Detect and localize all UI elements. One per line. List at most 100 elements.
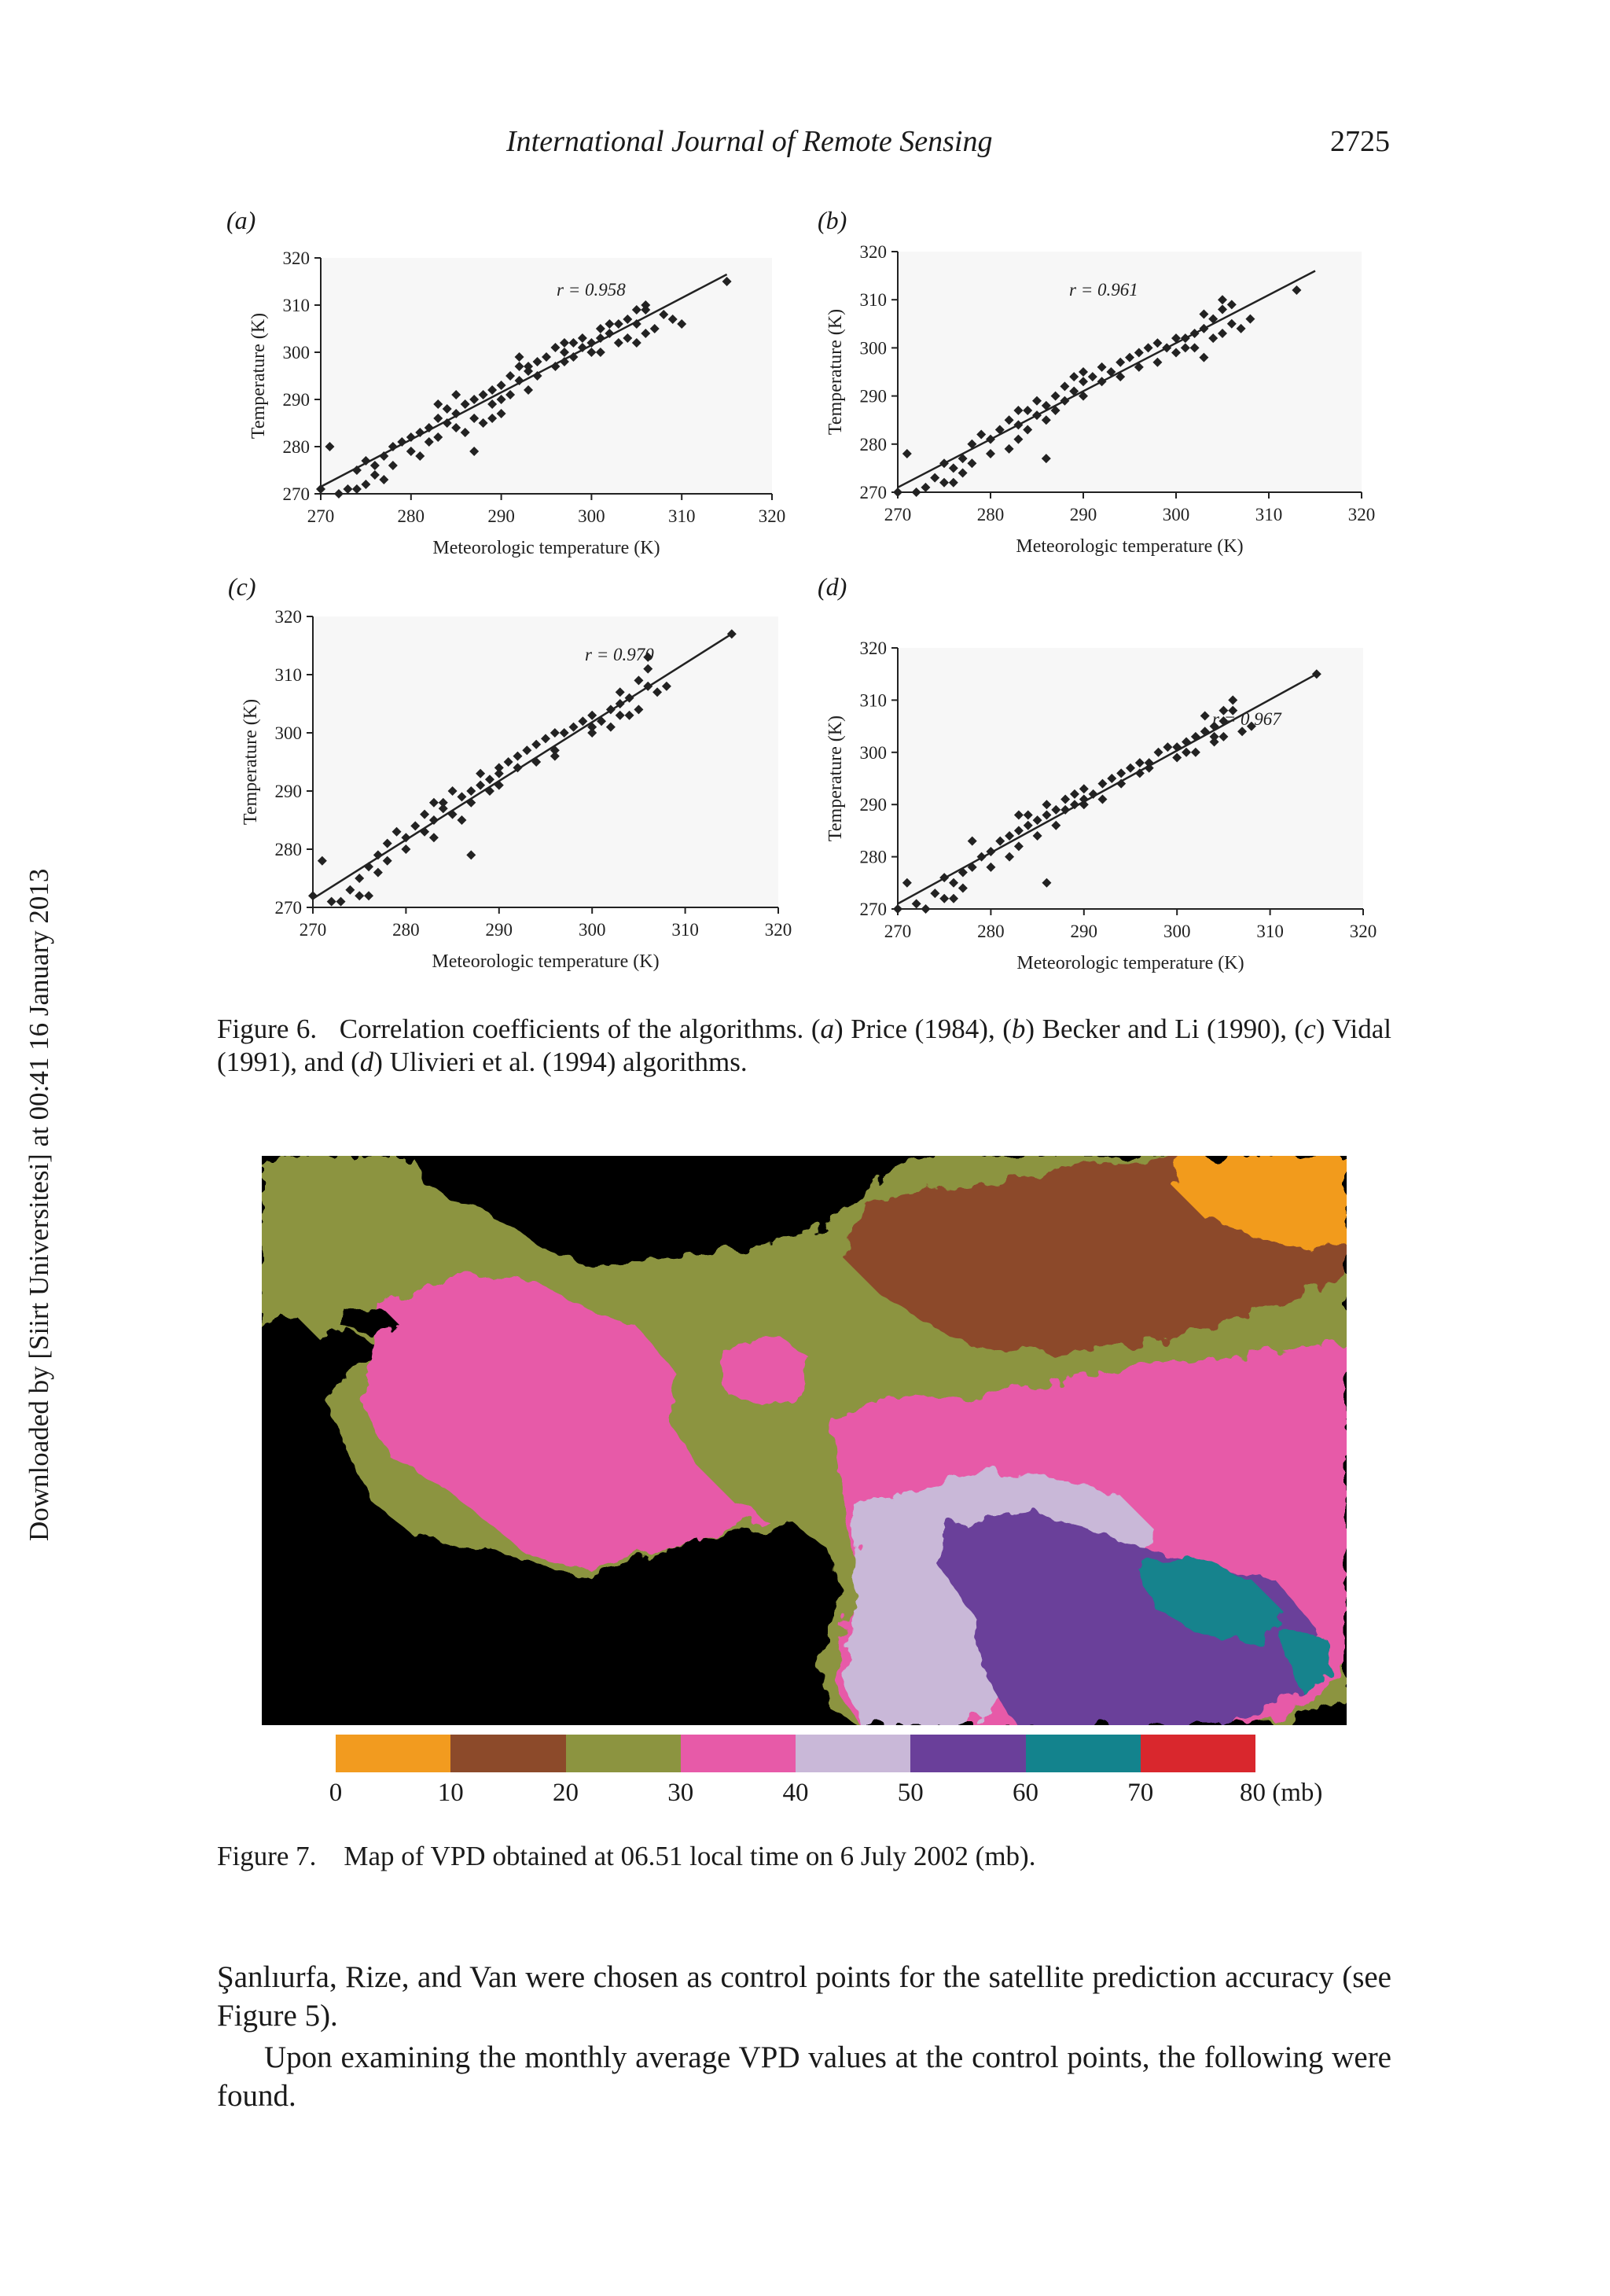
data-point — [613, 319, 623, 329]
correlation-annotation: r = 0.967 — [1212, 709, 1282, 729]
data-point — [1041, 454, 1051, 464]
data-point — [415, 451, 425, 461]
x-axis-label: Meteorologic temperature (K) — [432, 951, 659, 972]
data-point — [388, 461, 398, 470]
y-tick-label: 290 — [275, 782, 303, 801]
data-point — [351, 465, 362, 475]
map-region-sea — [411, 1156, 875, 1234]
colorbar-tick-label: 30 — [667, 1779, 694, 1807]
data-point — [550, 745, 560, 756]
y-axis-label: Temperature (K) — [248, 313, 269, 439]
data-point — [1069, 372, 1079, 382]
x-tick-label: 280 — [398, 506, 425, 526]
x-tick-label: 310 — [671, 920, 699, 940]
data-point — [986, 862, 996, 872]
x-tick-label: 310 — [1256, 922, 1284, 941]
data-point — [976, 429, 987, 440]
data-point — [513, 763, 523, 773]
data-point — [469, 395, 480, 404]
data-point — [447, 786, 458, 796]
data-point — [586, 348, 597, 357]
data-point — [631, 338, 641, 348]
map-region-orange — [1174, 1156, 1347, 1250]
data-point — [355, 891, 365, 901]
data-point — [487, 414, 498, 423]
caption-segment: c — [1303, 1014, 1316, 1044]
data-point — [559, 338, 569, 348]
data-point — [326, 896, 336, 907]
data-point — [1069, 800, 1079, 810]
map-region-purple — [938, 1510, 1315, 1725]
trend-line — [312, 633, 733, 900]
data-point — [1032, 396, 1042, 406]
figure-6-caption-text: Correlation coefficients of the algorith… — [217, 1014, 1391, 1077]
colorbar-swatch — [565, 1735, 681, 1772]
correlation-annotation: r = 0.970 — [585, 645, 654, 664]
y-axis-label: Temperature (K) — [825, 309, 846, 435]
y-tick-label: 310 — [860, 690, 888, 710]
data-point — [1069, 386, 1079, 396]
data-point — [406, 432, 416, 442]
data-point — [1125, 352, 1134, 362]
figure-7-label: Figure 7. — [217, 1841, 317, 1871]
x-tick-label: 320 — [1348, 505, 1376, 524]
data-point — [586, 338, 597, 348]
data-point — [1209, 731, 1219, 741]
data-point — [494, 780, 504, 790]
data-point — [1219, 731, 1229, 741]
data-point — [921, 904, 931, 914]
data-point — [1228, 705, 1238, 716]
data-point — [550, 362, 561, 371]
data-point — [514, 362, 524, 371]
map-region-sea — [262, 1337, 317, 1565]
y-tick-label: 300 — [283, 343, 311, 362]
colorbar-swatch — [796, 1735, 911, 1772]
vpd-map-image — [262, 1156, 1347, 1725]
data-point — [484, 775, 494, 785]
data-point — [1236, 323, 1246, 333]
data-point — [524, 385, 534, 395]
data-point — [893, 904, 902, 914]
colorbar-swatch — [336, 1735, 451, 1772]
data-point — [634, 705, 644, 715]
data-point — [503, 757, 513, 767]
panel-label-a: (a) — [226, 206, 256, 234]
data-point — [505, 371, 516, 381]
data-point — [1208, 333, 1219, 344]
data-point — [1050, 391, 1060, 401]
data-point — [1153, 747, 1163, 757]
y-tick-label: 300 — [860, 743, 888, 763]
colorbar-tick-label: 60 — [1013, 1779, 1038, 1807]
x-tick-label: 290 — [1071, 922, 1098, 941]
data-point — [438, 804, 448, 814]
data-point — [379, 475, 389, 484]
data-point — [587, 722, 597, 732]
data-point — [316, 484, 325, 494]
data-point — [624, 710, 634, 720]
data-point — [522, 745, 532, 756]
data-point — [382, 855, 392, 866]
correlation-annotation: r = 0.958 — [557, 280, 626, 300]
panel-label-c: (c) — [228, 572, 256, 601]
caption-segment: ) Becker and Li (1990), ( — [1025, 1014, 1304, 1044]
data-point — [1116, 778, 1127, 789]
data-point — [447, 809, 458, 819]
data-point — [361, 480, 371, 489]
y-tick-label: 310 — [283, 296, 311, 315]
plot-area — [898, 252, 1362, 492]
data-point — [1199, 309, 1209, 319]
data-point — [514, 376, 524, 385]
map-region-teal — [1134, 1557, 1284, 1643]
y-tick-label: 270 — [283, 484, 311, 504]
data-point — [369, 461, 380, 470]
y-tick-label: 290 — [283, 390, 311, 410]
data-point — [1246, 721, 1256, 731]
data-point — [1171, 333, 1181, 344]
data-point — [369, 470, 380, 480]
x-axis-label: Meteorologic temperature (K) — [1016, 536, 1243, 557]
data-point — [1182, 737, 1192, 747]
data-point — [1163, 742, 1173, 752]
scatter-chart-a: 270 280 290 300 310 320 270 280 290 300 310 320 Mete… — [248, 248, 785, 558]
data-point — [1005, 852, 1015, 862]
data-point — [541, 734, 550, 744]
